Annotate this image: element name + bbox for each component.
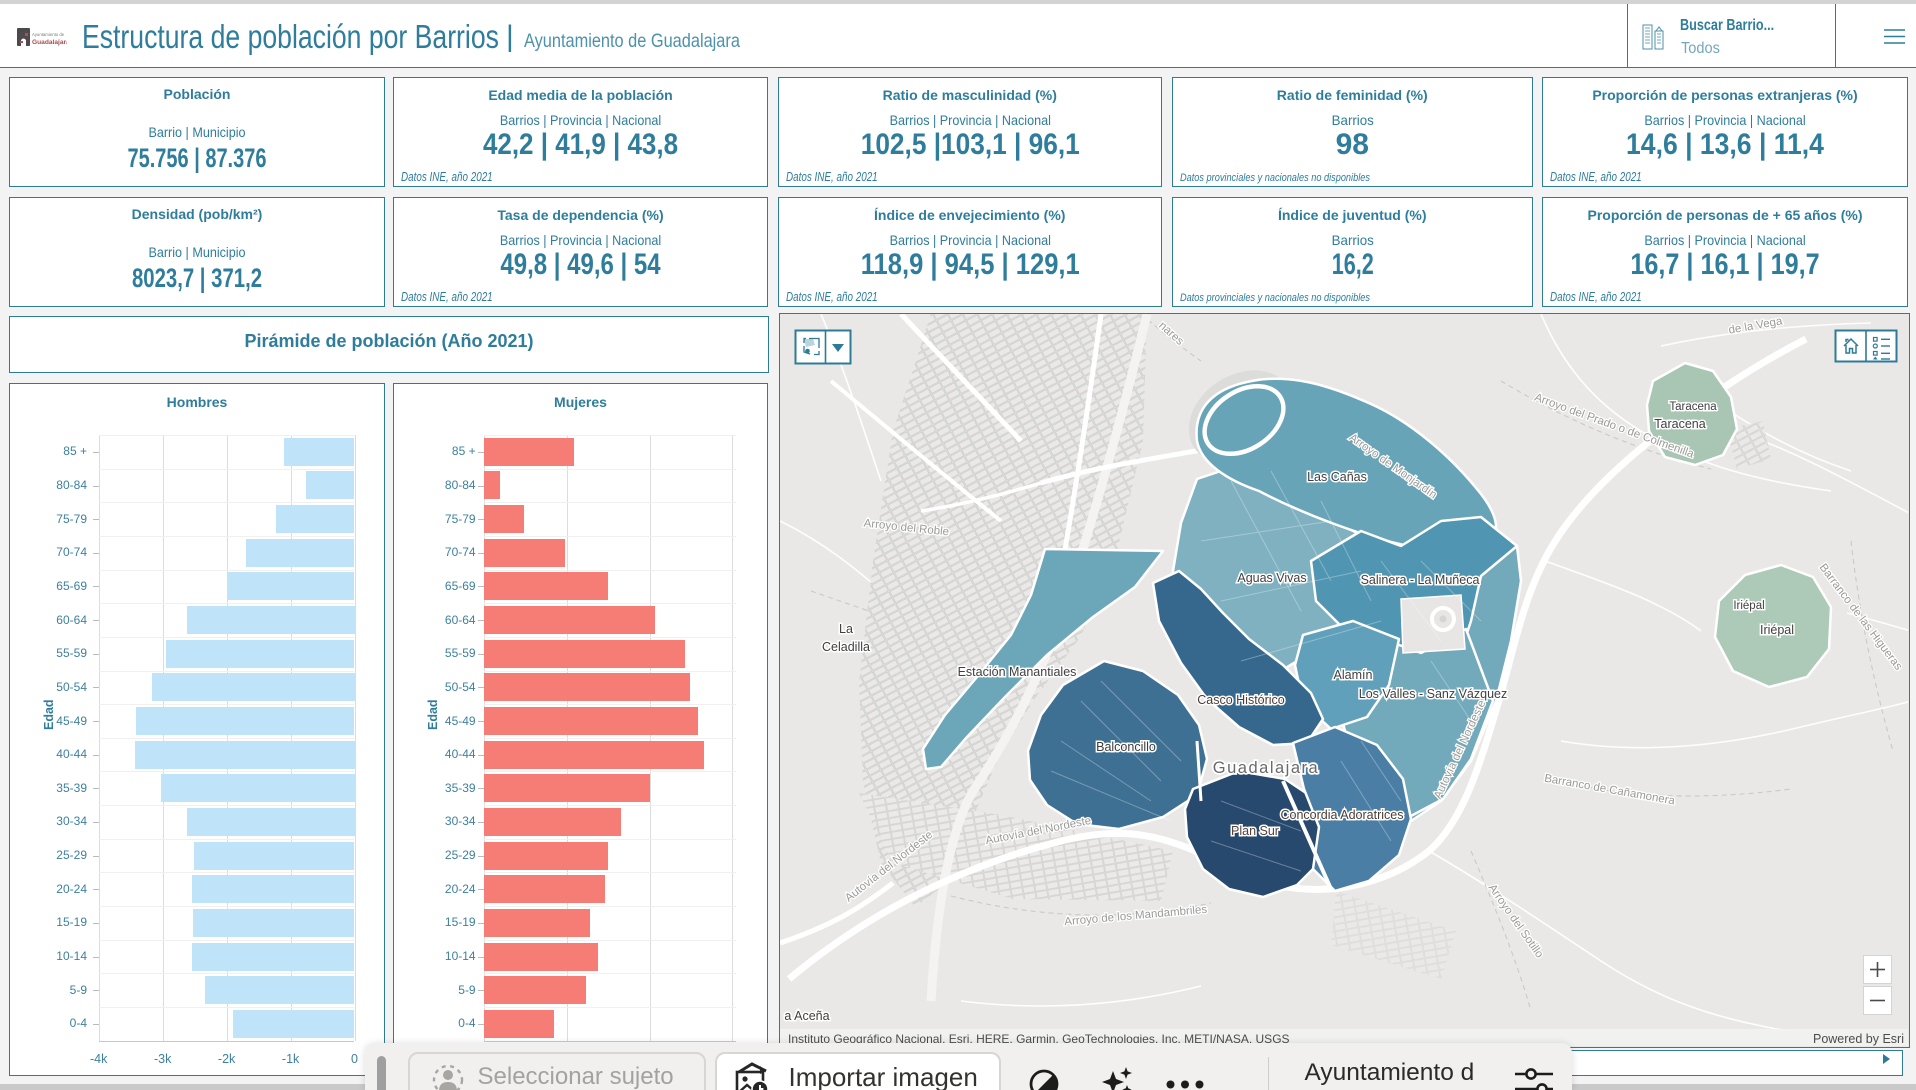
- svg-text:Celadilla: Celadilla: [822, 640, 870, 654]
- svg-text:Salinera - La Muñeca: Salinera - La Muñeca: [1360, 573, 1479, 587]
- svg-text:a Aceña: a Aceña: [784, 1009, 829, 1023]
- svg-text:Ayuntamiento de: Ayuntamiento de: [32, 32, 65, 37]
- svg-text:Powered by Esri: Powered by Esri: [1812, 1032, 1903, 1046]
- svg-text:Taracena: Taracena: [1669, 401, 1717, 413]
- svg-text:Casco Histórico: Casco Histórico: [1197, 693, 1285, 707]
- svg-text:Alamín: Alamín: [1333, 668, 1372, 682]
- svg-text:Instituto Geográfico Nacional,: Instituto Geográfico Nacional, Esri, HER…: [788, 1032, 1290, 1046]
- svg-text:Taracena: Taracena: [1654, 417, 1705, 431]
- svg-text:Balconcillo: Balconcillo: [1096, 740, 1156, 754]
- svg-text:Guadalajara: Guadalajara: [32, 39, 67, 46]
- svg-text:Aguas Vivas: Aguas Vivas: [1237, 571, 1306, 585]
- svg-text:Concordia Adoratrices: Concordia Adoratrices: [1280, 808, 1403, 822]
- svg-text:Iriépal: Iriépal: [1759, 623, 1793, 637]
- svg-text:Los Valles - Sanz Vázquez: Los Valles - Sanz Vázquez: [1358, 687, 1506, 701]
- svg-text:Plan Sur: Plan Sur: [1231, 824, 1279, 838]
- svg-text:Las Cañas: Las Cañas: [1307, 470, 1367, 484]
- svg-text:Iriépal: Iriépal: [1733, 600, 1764, 612]
- svg-text:Guadalajara: Guadalajara: [1212, 759, 1318, 777]
- svg-text:La: La: [839, 622, 853, 636]
- svg-text:Estación Manantiales: Estación Manantiales: [957, 665, 1076, 679]
